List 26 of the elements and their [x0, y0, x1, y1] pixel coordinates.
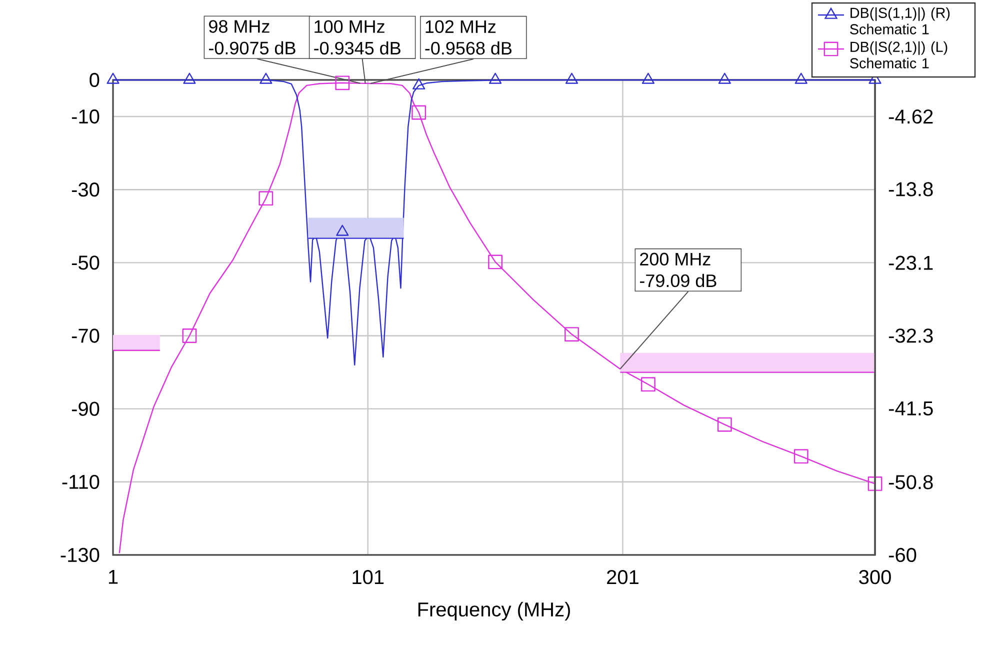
y2-tick-label: -23.1 — [888, 256, 933, 270]
y-tick-label: -10 — [72, 109, 100, 124]
y2-tick-label: -60 — [888, 548, 916, 562]
legend-label: DB(|S(1,1)|) (R) Schematic 1 — [850, 7, 950, 34]
y-tick-label: -130 — [60, 548, 100, 562]
x-axis-title: Frequency (MHz) — [418, 602, 570, 621]
x-tick-label: 201 — [607, 570, 638, 584]
y2-tick-label: -4.62 — [888, 109, 933, 124]
x-tick-label: 1 — [108, 570, 118, 584]
annotation: 98 MHz -0.9075 dB — [209, 20, 296, 54]
y-tick-label: 0 — [90, 72, 100, 88]
y-tick-label: -50 — [72, 256, 100, 270]
y2-tick-label: -13.8 — [888, 182, 933, 196]
annotation: 100 MHz -0.9345 dB — [314, 20, 400, 55]
y-tick-label: -110 — [62, 474, 100, 489]
annotation: 102 MHz -0.9568 dB — [425, 20, 512, 55]
x-tick-label: 300 — [859, 570, 891, 584]
x-tick-label: 101 — [352, 570, 384, 584]
y-tick-label: -30 — [72, 182, 100, 197]
y2-tick-label: -50.8 — [888, 475, 933, 490]
y2-tick-label: -41.5 — [888, 402, 933, 416]
y2-tick-label: -32.3 — [888, 328, 933, 343]
annotation: 200 MHz -79.09 dB — [640, 252, 716, 288]
legend-label: DB(|S(2,1)|) (L) Schematic 1 — [850, 41, 948, 68]
y-tick-label: -90 — [72, 402, 100, 416]
y-tick-label: -70 — [72, 328, 100, 343]
